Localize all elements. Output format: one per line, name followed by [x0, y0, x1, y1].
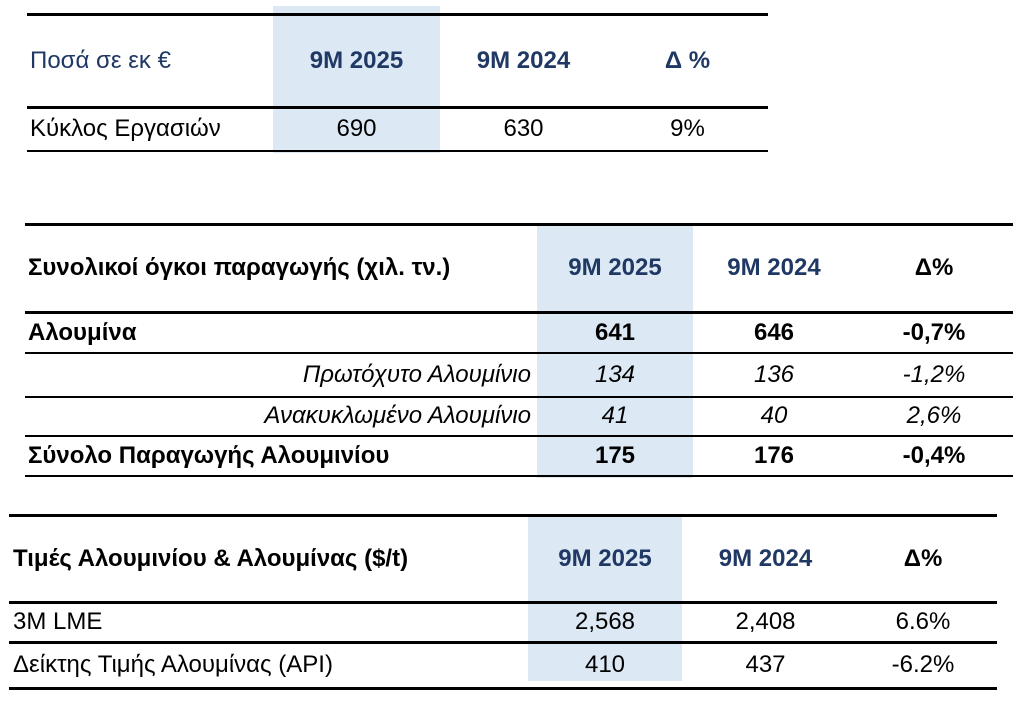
column-header-9m2025: 9M 2025 — [568, 254, 662, 282]
value-9m2025: 2,568 — [574, 608, 636, 636]
highlight-column-9m2025 — [273, 6, 440, 153]
value-9m2024: 2,408 — [735, 608, 796, 636]
column-header-delta: Δ% — [914, 254, 954, 282]
table-row: Σύνολο Παραγωγής Αλουμινίου 175 176 -0,4… — [25, 437, 1013, 475]
table-top-rule — [9, 514, 997, 517]
prices-header-row: Τιμές Αλουμινίου & Αλουμίνας ($/t) 9M 20… — [9, 517, 997, 601]
table-row: Αλουμίνα 641 646 -0,7% — [25, 314, 1013, 352]
column-header-9m2025: 9M 2025 — [558, 544, 652, 572]
column-header-9m2025: 9M 2025 — [309, 46, 404, 74]
value-9m2024: 176 — [753, 441, 795, 469]
table-row: Ανακυκλωμένο Αλουμίνιο 41 40 2,6% — [25, 398, 1013, 435]
value-9m2024: 437 — [745, 651, 786, 679]
revenue-table: Ποσά σε εκ € 9M 2025 9M 2024 Δ % Κύκλος … — [27, 6, 768, 153]
value-9m2025: 175 — [594, 441, 636, 469]
value-9m2025: 41 — [601, 402, 629, 430]
column-header-delta: Δ % — [664, 46, 711, 74]
value-delta: 9% — [670, 115, 705, 143]
unit-label: Ποσά σε εκ € — [30, 46, 171, 74]
header-bottom-rule — [9, 601, 997, 604]
production-table: Συνολικοί όγκοι παραγωγής (χιλ. τν.) 9M … — [25, 223, 1013, 478]
header-bottom-rule — [27, 106, 768, 109]
table-row: Δείκτης Τιμής Αλουμίνας (API) 410 437 -6… — [9, 644, 997, 687]
value-9m2024: 646 — [753, 318, 795, 346]
value-delta: 2,6% — [906, 402, 962, 430]
prices-table: Τιμές Αλουμινίου & Αλουμίνας ($/t) 9M 20… — [9, 514, 997, 690]
column-header-9m2024: 9M 2024 — [727, 254, 821, 282]
revenue-header-row: Ποσά σε εκ € 9M 2025 9M 2024 Δ % — [27, 16, 768, 106]
row-rule — [9, 641, 997, 644]
column-header-delta: Δ% — [903, 544, 943, 572]
table-bottom-rule — [25, 475, 1013, 477]
value-delta: -1,2% — [902, 360, 966, 388]
value-9m2024: 136 — [753, 360, 795, 388]
row-label: Κύκλος Εργασιών — [30, 115, 221, 143]
production-header-row: Συνολικοί όγκοι παραγωγής (χιλ. τν.) 9M … — [25, 226, 1013, 311]
value-9m2024: 40 — [760, 402, 788, 430]
table-row: Κύκλος Εργασιών 690 630 9% — [27, 109, 768, 150]
table-bottom-rule — [27, 150, 768, 152]
value-9m2025: 410 — [584, 651, 626, 679]
row-rule — [25, 396, 1013, 398]
row-label: Σύνολο Παραγωγής Αλουμινίου — [28, 441, 390, 469]
header-bottom-rule — [25, 311, 1013, 314]
table-row: 3M LME 2,568 2,408 6.6% — [9, 604, 997, 641]
row-rule — [25, 435, 1013, 437]
row-label: Αλουμίνα — [28, 318, 137, 346]
value-delta: 6.6% — [895, 608, 951, 636]
value-delta: -0,4% — [902, 441, 966, 469]
highlight-column-9m2025 — [528, 517, 682, 681]
row-label: Ανακυκλωμένο Αλουμίνιο — [264, 402, 531, 430]
value-delta: -6.2% — [891, 651, 955, 679]
row-label: Δείκτης Τιμής Αλουμίνας (API) — [13, 651, 333, 679]
value-9m2025: 690 — [336, 115, 377, 143]
table-row: Πρωτόχυτο Αλουμίνιο 134 136 -1,2% — [25, 354, 1013, 396]
table-title: Τιμές Αλουμινίου & Αλουμίνας ($/t) — [13, 544, 409, 572]
table-top-rule — [25, 223, 1013, 226]
column-header-9m2024: 9M 2024 — [476, 46, 571, 74]
value-9m2024: 630 — [503, 115, 544, 143]
column-header-9m2024: 9M 2024 — [718, 544, 813, 572]
row-label: 3M LME — [13, 608, 103, 636]
value-9m2025: 134 — [594, 360, 636, 388]
table-bottom-rule — [9, 687, 997, 690]
value-9m2025: 641 — [594, 318, 636, 346]
table-title: Συνολικοί όγκοι παραγωγής (χιλ. τν.) — [28, 254, 451, 282]
value-delta: -0,7% — [902, 318, 966, 346]
table-top-rule — [27, 13, 768, 16]
row-rule — [25, 352, 1013, 354]
row-label: Πρωτόχυτο Αλουμίνιο — [302, 360, 531, 388]
